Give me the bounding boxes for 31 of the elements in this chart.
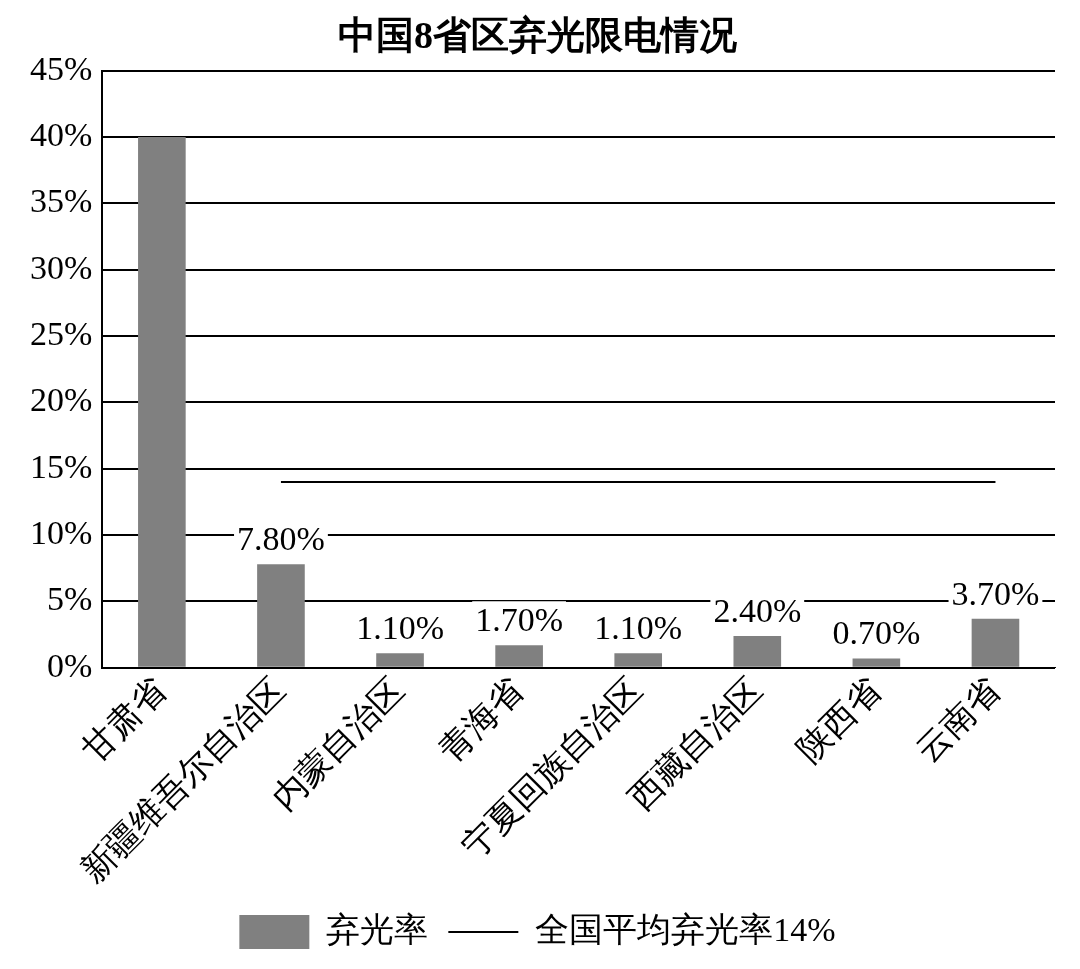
bar	[733, 635, 782, 667]
bar	[971, 618, 1020, 667]
bar	[495, 645, 543, 667]
bar	[257, 564, 305, 667]
data-label: 3.70%	[951, 574, 1040, 612]
x-tick-label: 陕西省	[789, 670, 888, 769]
y-tick-label: 5%	[46, 580, 93, 618]
x-tick-label: 青海省	[432, 670, 531, 769]
y-tick-label: 25%	[29, 314, 93, 352]
legend-label: 弃光率	[326, 910, 429, 948]
legend-label: 全国平均弃光率14%	[535, 910, 836, 948]
bar	[852, 658, 901, 667]
y-tick-label: 10%	[29, 514, 93, 552]
bar	[614, 653, 663, 667]
data-label: 1.10%	[594, 609, 683, 647]
y-tick-label: 20%	[29, 381, 93, 419]
y-tick-label: 0%	[46, 646, 93, 684]
data-label: 2.40%	[713, 591, 802, 629]
data-label: 7.80%	[237, 520, 325, 558]
x-tick-label: 云南省	[908, 670, 1007, 769]
data-label: 1.10%	[356, 609, 444, 647]
bar	[376, 653, 424, 667]
y-tick-label: 45%	[29, 49, 93, 87]
y-tick-label: 15%	[29, 447, 93, 485]
y-tick-label: 40%	[29, 115, 93, 153]
data-label: 0.70%	[832, 614, 921, 652]
y-tick-label: 30%	[29, 248, 93, 286]
y-tick-label: 35%	[29, 182, 93, 220]
chart-title: 中国8省区弃光限电情况	[338, 13, 737, 56]
bar	[138, 136, 186, 667]
data-label: 1.70%	[475, 601, 564, 639]
